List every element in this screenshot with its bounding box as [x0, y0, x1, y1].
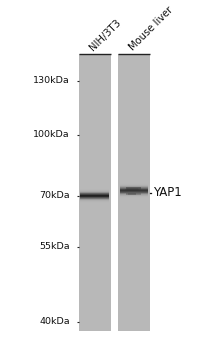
Bar	[120, 193, 148, 194]
Bar	[80, 200, 109, 201]
Bar	[120, 196, 148, 197]
Text: 40kDa: 40kDa	[39, 317, 70, 327]
Text: 100kDa: 100kDa	[33, 130, 70, 139]
Bar	[80, 201, 109, 202]
Text: YAP1: YAP1	[153, 186, 182, 199]
Bar	[80, 197, 109, 198]
Bar	[120, 194, 148, 195]
Bar	[120, 186, 148, 187]
Bar	[120, 184, 148, 185]
Bar	[120, 183, 148, 184]
Text: 70kDa: 70kDa	[39, 191, 70, 201]
Bar	[80, 191, 109, 192]
Bar	[126, 193, 136, 195]
Bar	[118, 54, 150, 331]
Bar	[126, 187, 141, 189]
Bar	[80, 199, 109, 200]
Bar	[127, 188, 138, 190]
Bar	[80, 195, 109, 196]
Bar	[120, 189, 148, 190]
Bar	[120, 187, 148, 188]
Bar	[126, 187, 141, 189]
Text: 130kDa: 130kDa	[33, 76, 70, 85]
Bar	[120, 190, 148, 191]
Bar	[80, 196, 109, 197]
Bar	[128, 193, 141, 195]
Text: NIH/3T3: NIH/3T3	[88, 17, 123, 52]
Bar	[120, 194, 148, 195]
Bar	[120, 195, 148, 196]
Bar	[80, 198, 109, 199]
Bar	[125, 189, 139, 191]
Bar	[80, 193, 109, 194]
Bar	[120, 191, 148, 192]
Bar	[120, 188, 148, 189]
Text: Mouse liver: Mouse liver	[127, 5, 175, 52]
Bar	[80, 194, 109, 195]
Bar	[80, 202, 109, 203]
Text: 55kDa: 55kDa	[39, 242, 70, 251]
Bar	[80, 189, 109, 190]
Bar	[120, 197, 148, 198]
Bar	[120, 185, 148, 186]
Bar	[79, 54, 111, 331]
Bar	[80, 190, 109, 191]
